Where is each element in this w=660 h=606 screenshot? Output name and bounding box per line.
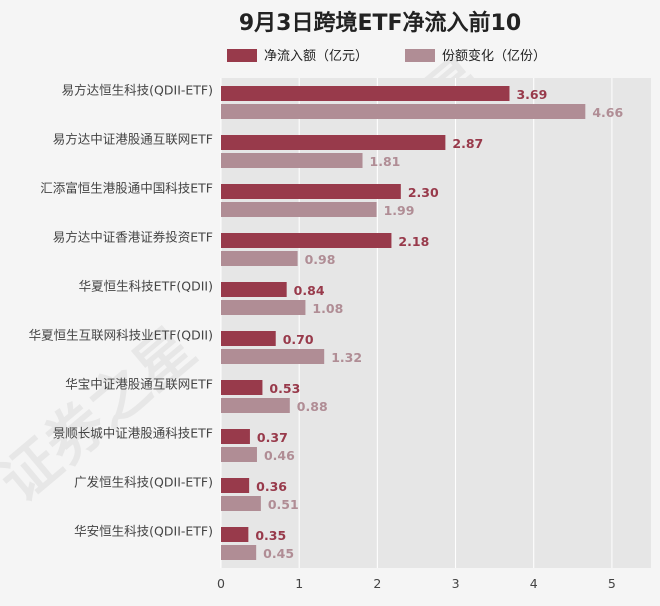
data-label-share-change: 0.88 [297, 399, 328, 414]
bar-share-change [221, 251, 298, 266]
bar-net-inflow [221, 331, 276, 346]
category-label: 华夏恒生互联网科技业ETF(QDII) [29, 328, 213, 343]
data-label-share-change: 0.45 [263, 546, 294, 561]
data-label-share-change: 1.99 [384, 203, 415, 218]
category-label: 华安恒生科技(QDII-ETF) [74, 524, 213, 539]
bar-share-change [221, 447, 257, 462]
data-label-net-inflow: 0.37 [257, 430, 288, 445]
data-label-share-change: 0.98 [305, 252, 336, 267]
data-label-share-change: 4.66 [592, 105, 623, 120]
data-label-share-change: 1.81 [370, 154, 401, 169]
x-tick-label: 3 [452, 576, 460, 591]
category-label: 易方达恒生科技(QDII-ETF) [62, 83, 213, 98]
category-label: 汇添富恒生港股通中国科技ETF [40, 181, 213, 196]
category-label: 易方达中证港股通互联网ETF [53, 132, 213, 147]
bar-net-inflow [221, 478, 250, 493]
bar-net-inflow [221, 429, 250, 444]
data-label-share-change: 1.32 [331, 350, 362, 365]
bar-share-change [221, 496, 261, 511]
data-label-net-inflow: 0.35 [255, 528, 286, 543]
x-tick-label: 1 [295, 576, 303, 591]
bars: 3.69 4.66 2.87 1.81 2.30 1.99 2.18 0.98 0.84 1.08… [221, 86, 623, 561]
data-label-net-inflow: 0.36 [256, 479, 287, 494]
bar-net-inflow [221, 184, 401, 199]
data-label-net-inflow: 0.70 [283, 332, 314, 347]
bar-share-change [221, 398, 290, 413]
data-label-net-inflow: 2.87 [452, 136, 483, 151]
data-label-net-inflow: 3.69 [516, 87, 547, 102]
legend-swatch-net-inflow [227, 49, 257, 62]
data-label-share-change: 0.51 [268, 497, 299, 512]
data-label-net-inflow: 0.84 [294, 283, 325, 298]
category-labels: 易方达恒生科技(QDII-ETF) 易方达中证港股通互联网ETF 汇添富恒生港股通中… [29, 83, 213, 539]
x-tick-label: 5 [608, 576, 616, 591]
bar-net-inflow [221, 86, 510, 101]
legend-swatch-share-change [405, 49, 435, 62]
bar-share-change [221, 349, 325, 364]
bar-net-inflow [221, 282, 287, 297]
chart-title: 9月3日跨境ETF净流入前10 [239, 10, 521, 36]
bar-share-change [221, 104, 586, 119]
legend-label-net-inflow: 净流入额（亿元） [264, 49, 368, 64]
category-label: 华宝中证港股通互联网ETF [65, 377, 213, 392]
data-label-share-change: 0.46 [264, 448, 295, 463]
category-label: 广发恒生科技(QDII-ETF) [74, 475, 213, 490]
category-label: 景顺长城中证港股通科技ETF [53, 426, 213, 441]
plot-area [221, 78, 651, 568]
bar-net-inflow [221, 527, 249, 542]
data-label-net-inflow: 0.53 [269, 381, 300, 396]
data-label-net-inflow: 2.18 [398, 234, 429, 249]
legend: 净流入额（亿元） 份额变化（亿份） [227, 48, 546, 64]
x-tick-label: 0 [217, 576, 225, 591]
bar-share-change [221, 153, 363, 168]
category-label: 易方达中证香港证券投资ETF [53, 230, 213, 245]
x-tick-label: 2 [373, 576, 381, 591]
x-tick-label: 4 [530, 576, 538, 591]
bar-share-change [221, 202, 377, 217]
bar-net-inflow [221, 233, 392, 248]
bar-net-inflow [221, 135, 446, 150]
bar-net-inflow [221, 380, 263, 395]
data-label-net-inflow: 2.30 [408, 185, 439, 200]
bar-share-change [221, 545, 257, 560]
x-axis-ticks: 0 1 2 3 4 5 [217, 576, 616, 591]
category-label: 华夏恒生科技ETF(QDII) [79, 279, 213, 294]
legend-label-share-change: 份额变化（亿份） [442, 48, 546, 64]
bar-share-change [221, 300, 306, 315]
data-label-share-change: 1.08 [312, 301, 343, 316]
